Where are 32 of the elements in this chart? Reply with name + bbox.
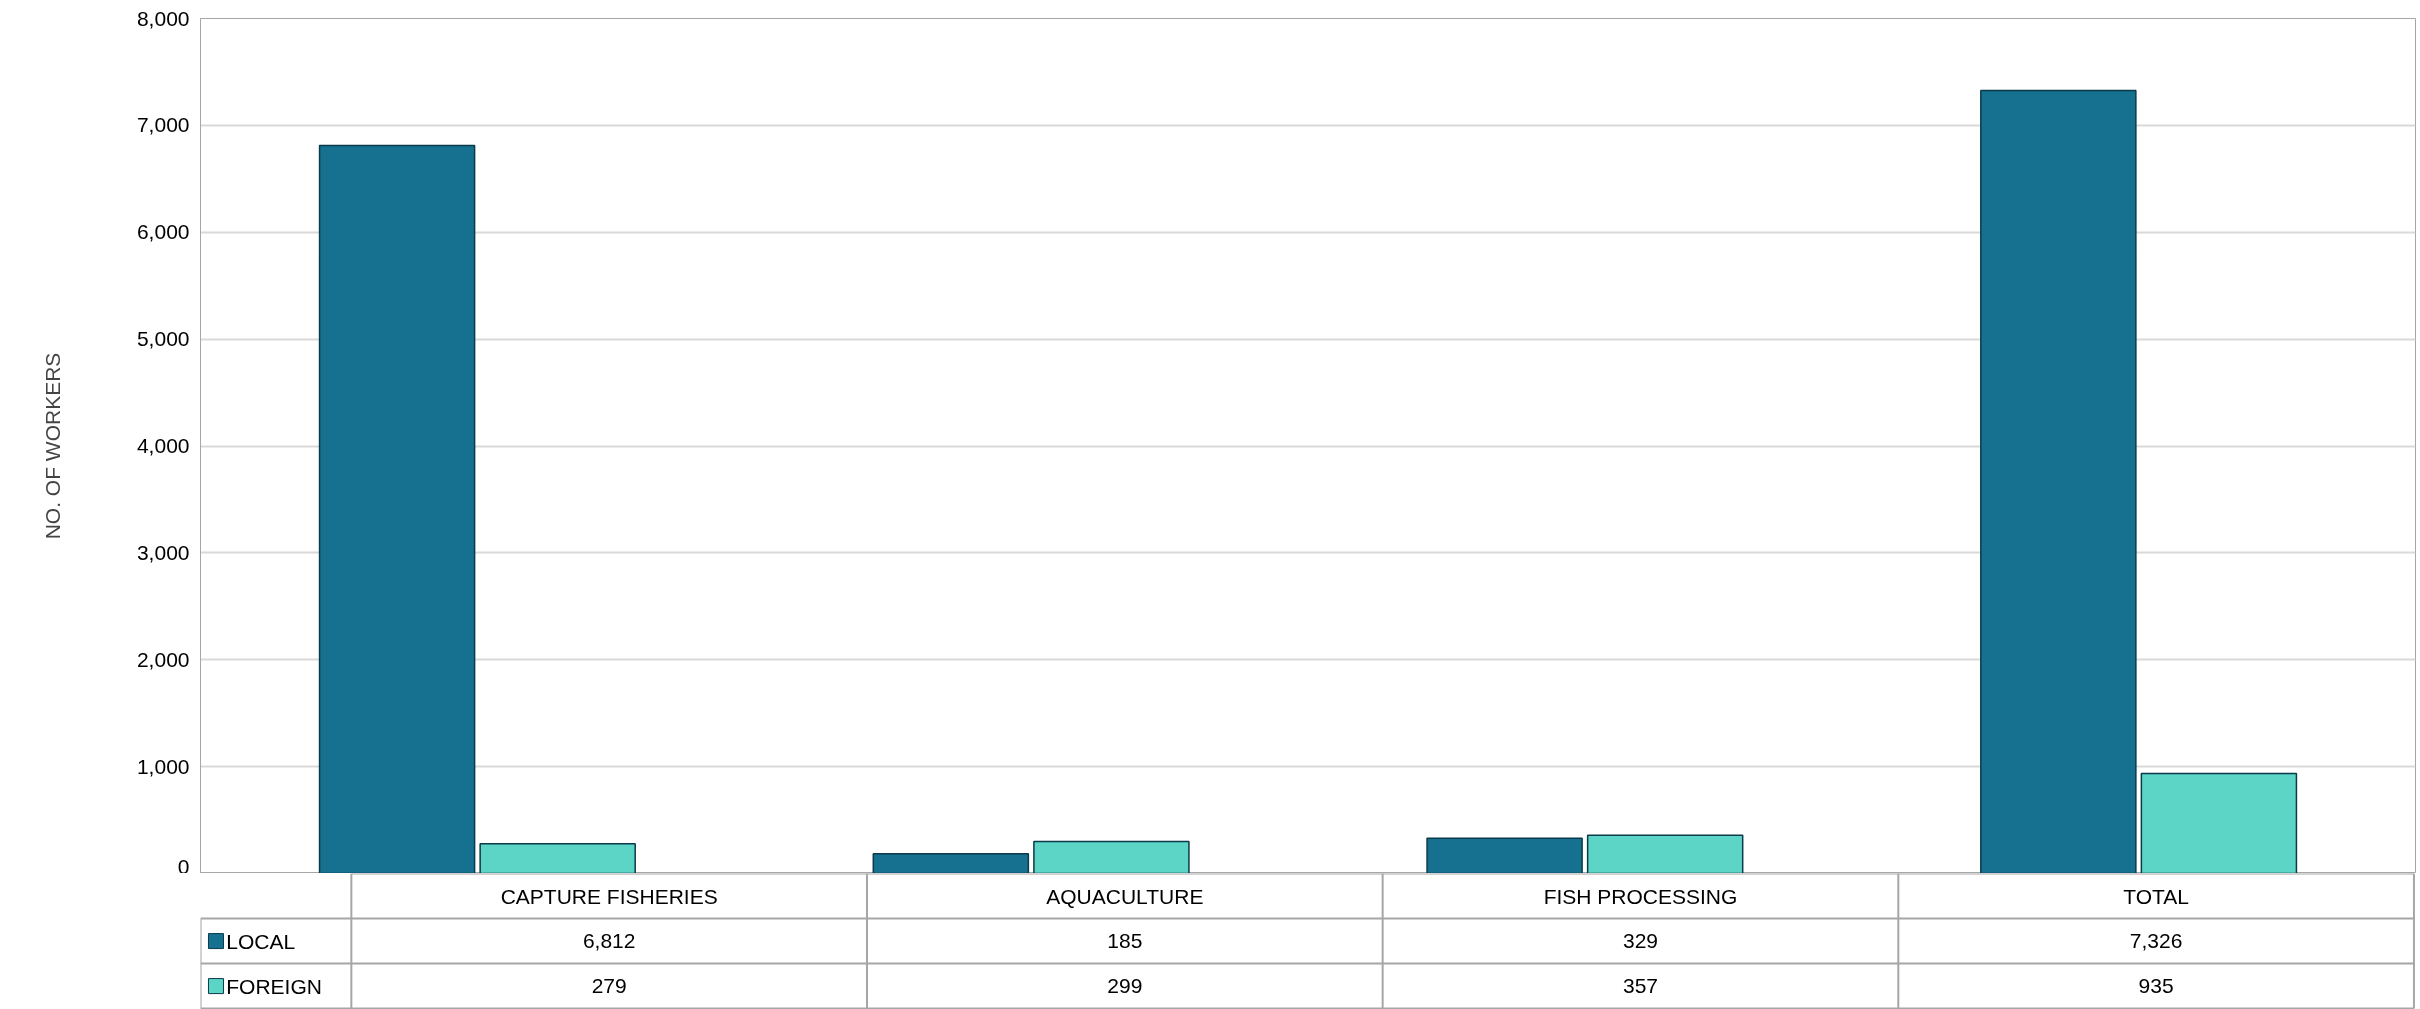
bar: [1980, 89, 2137, 873]
bar: [872, 852, 1030, 873]
bar: [1426, 837, 1583, 873]
y-tick-label: 8,000: [136, 6, 190, 30]
data-label: 6,812: [582, 929, 636, 953]
y-tick-label: 1,000: [136, 754, 190, 778]
y-tick-label: 4,000: [136, 434, 190, 457]
data-label: 935: [2138, 974, 2174, 998]
x-tick-label: FISH PROCESSING: [1543, 884, 1738, 908]
y-tick-label: 2,000: [136, 647, 190, 671]
y-axis-title: NO. OF WORKERS: [40, 352, 64, 540]
bar: [479, 842, 636, 873]
data-label: 279: [591, 974, 627, 998]
bar: [1586, 834, 1744, 873]
data-label: 185: [1107, 929, 1143, 953]
data-label: 357: [1622, 974, 1659, 998]
bar: [2140, 772, 2298, 873]
bar: [318, 144, 476, 873]
x-tick-label: CAPTURE FISHERIES: [500, 884, 718, 908]
data-label: 7,326: [2129, 929, 2183, 953]
legend-label: LOCAL: [226, 929, 296, 953]
y-tick-label: 5,000: [136, 327, 190, 351]
bar: [1033, 840, 1190, 873]
y-tick-label: 7,000: [136, 113, 190, 137]
legend-label: FOREIGN: [226, 974, 322, 998]
y-tick-label: 0: [177, 854, 190, 878]
x-tick-label: AQUACULTURE: [1046, 884, 1204, 908]
x-tick-label: TOTAL: [2123, 884, 2190, 908]
data-label: 329: [1622, 929, 1659, 953]
y-tick-label: 3,000: [136, 540, 190, 564]
y-tick-label: 6,000: [136, 220, 190, 244]
data-label: 299: [1107, 974, 1143, 998]
